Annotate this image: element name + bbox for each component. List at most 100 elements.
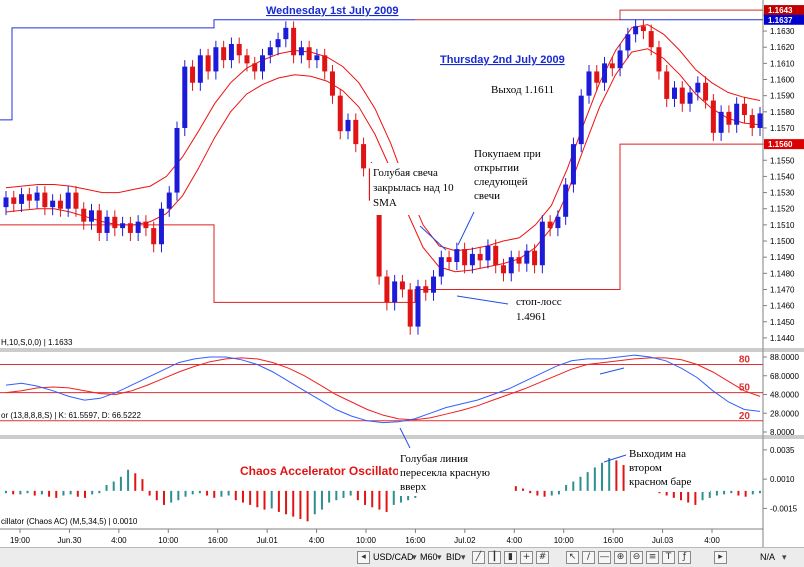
candle-body — [516, 257, 522, 264]
time-tick-label: Jul.03 — [652, 536, 674, 545]
day2-high-line — [415, 9, 763, 21]
candle-body — [741, 103, 747, 116]
candle-body — [671, 87, 677, 99]
candle-body — [384, 276, 390, 303]
price-tick-label: 1.1540 — [770, 172, 795, 181]
price-tick-label: 1.1510 — [770, 221, 795, 230]
candle-body — [485, 245, 491, 261]
pointer-cross — [399, 427, 411, 449]
stoch-tick-label: 28.0000 — [770, 409, 799, 418]
bar-chart-icon[interactable]: ┃ — [488, 551, 501, 564]
candle-body — [633, 26, 639, 35]
text-icon[interactable]: T — [662, 551, 675, 564]
price-marker — [764, 139, 804, 150]
candle-body — [656, 47, 662, 72]
candle-body — [353, 119, 359, 145]
candle-body — [213, 47, 219, 72]
candle-body — [190, 66, 196, 83]
candle-body — [578, 95, 584, 145]
zoom-in-icon[interactable]: ⊕ — [614, 551, 627, 564]
fibonacci-icon[interactable]: ≡ — [646, 551, 659, 564]
time-tick-label: 19:00 — [10, 536, 31, 545]
candle-chart-icon[interactable]: ▮ — [504, 551, 517, 564]
annotation-buy: Покупаем при открытии следующей свечи — [472, 146, 548, 204]
hline-icon[interactable]: ― — [598, 551, 611, 564]
candle-body — [586, 71, 592, 96]
price-tick-label: 1.1580 — [770, 108, 795, 117]
symbol-select[interactable]: USD/CAD — [373, 552, 414, 562]
candle-body — [112, 216, 118, 229]
crosshair-icon[interactable]: + — [520, 551, 533, 564]
candle-body — [734, 103, 740, 125]
time-tick-label: 10:00 — [356, 536, 377, 545]
candle-body — [306, 47, 312, 61]
time-tick-label: 16:00 — [405, 536, 426, 545]
annotation-text: красном баре — [629, 476, 691, 488]
candle-body — [3, 197, 9, 208]
annotation-text: SMA — [373, 197, 397, 209]
stochastic-d-line — [5, 357, 761, 421]
time-tick-label: 16:00 — [208, 536, 229, 545]
price-tick-label: 1.1520 — [770, 205, 795, 214]
price-marker-label: 1.1560 — [768, 140, 793, 149]
candle-body — [749, 115, 755, 128]
candle-body — [508, 257, 514, 274]
candle-body — [65, 192, 71, 209]
prev-icon[interactable]: ◂ — [357, 551, 370, 564]
candle-body — [283, 27, 289, 40]
candle-body — [539, 221, 545, 266]
candle-body — [602, 63, 608, 83]
candle-body — [96, 210, 102, 233]
candle-body — [664, 71, 670, 99]
candle-body — [648, 31, 654, 48]
stoch-level-label: 50 — [739, 383, 751, 394]
candle-body — [477, 253, 483, 261]
price-marker — [764, 5, 804, 16]
candle-body — [570, 144, 576, 185]
candle-body — [26, 194, 32, 201]
timeframe-select[interactable]: M60 — [420, 552, 438, 562]
stochastic-k-line — [5, 354, 761, 424]
grid-icon[interactable]: # — [536, 551, 549, 564]
candle-body — [757, 113, 763, 128]
symbol-dropdown-icon[interactable]: ▾ — [412, 552, 417, 562]
annotation-text: пересекла красную — [400, 467, 490, 479]
annotation-text: Голубая линия — [400, 453, 468, 465]
trendline-icon[interactable]: / — [582, 551, 595, 564]
accelerator-tick-label: 0.0010 — [770, 475, 795, 484]
zoom-dropdown-icon[interactable]: ▾ — [782, 552, 787, 562]
price-tick-label: 1.1570 — [770, 124, 795, 133]
stoch-tick-label: 68.0000 — [770, 372, 799, 381]
time-tick-label: 10:00 — [158, 536, 179, 545]
scroll-icon[interactable]: ▸ — [714, 551, 727, 564]
candle-body — [182, 66, 188, 128]
time-tick-label: 16:00 — [603, 536, 624, 545]
pointer-exit-stoch — [599, 367, 625, 375]
indicator-icon[interactable]: ƒ — [678, 551, 691, 564]
candle-body — [438, 257, 444, 277]
candle-body — [244, 55, 250, 64]
zoom-out-icon[interactable]: ⊖ — [630, 551, 643, 564]
line-chart-icon[interactable]: ╱ — [472, 551, 485, 564]
price-side-select[interactable]: BID — [446, 552, 462, 562]
candle-body — [298, 47, 304, 56]
candle-body — [73, 192, 79, 209]
candle-body — [89, 210, 95, 222]
candle-body — [687, 92, 693, 104]
time-tick-label: Jul.02 — [454, 536, 476, 545]
annotation-text: следующей — [474, 176, 528, 188]
candle-body — [493, 245, 499, 266]
side-dropdown-icon[interactable]: ▾ — [461, 552, 466, 562]
annotation-text: стоп-лосс — [516, 296, 562, 308]
timeframe-dropdown-icon[interactable]: ▾ — [437, 552, 442, 562]
day1-label: Wednesday 1st July 2009 — [266, 5, 398, 17]
price-marker — [764, 14, 804, 25]
cursor-icon[interactable]: ↖ — [566, 551, 579, 564]
zoom-level[interactable]: N/A — [760, 552, 776, 562]
candle-body — [407, 289, 413, 327]
pointer-exit-bar — [603, 454, 627, 463]
candle-body — [594, 71, 600, 83]
stoch-tick-label: 48.0000 — [770, 391, 799, 400]
candle-body — [329, 71, 335, 96]
candle-body — [679, 87, 685, 104]
